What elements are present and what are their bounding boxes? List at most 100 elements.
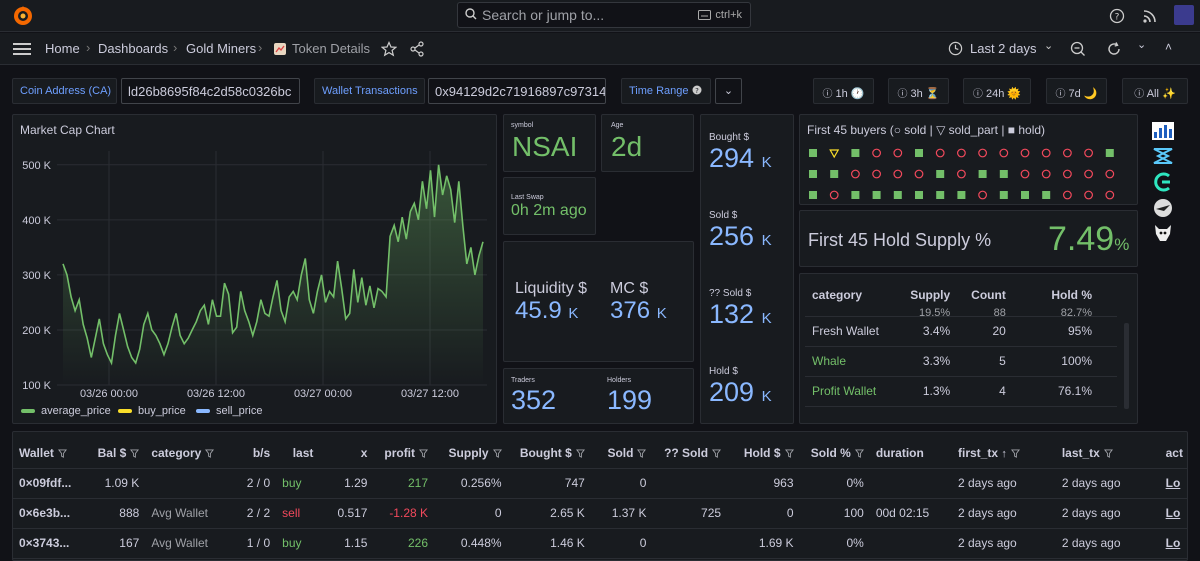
- wallet-table-row[interactable]: 0×6e3b... 888 Avg Wallet 2 / 2 sell 0.517 -1.2…: [13, 498, 1187, 529]
- wallet-table-header-15[interactable]: last_tx: [1055, 438, 1160, 469]
- filter-icon[interactable]: [492, 449, 502, 458]
- buyer-sold-marker[interactable]: [1063, 190, 1072, 200]
- buyer-sold-marker[interactable]: [999, 148, 1009, 158]
- buyer-hold-marker[interactable]: [872, 191, 881, 199]
- buyer-sold-marker[interactable]: [829, 190, 839, 200]
- coin-address-input[interactable]: ld26b8695f84c2d58c0326bc: [121, 78, 300, 104]
- share-icon[interactable]: [409, 41, 425, 57]
- collapse-chevron-up-icon[interactable]: ˄: [1165, 40, 1173, 54]
- help-icon[interactable]: ?: [1109, 8, 1125, 24]
- filter-icon[interactable]: [419, 449, 429, 458]
- time-picker-button[interactable]: Last 2 days ⌄: [942, 36, 1060, 62]
- buyer-hold-marker[interactable]: [978, 170, 987, 178]
- buyer-hold-marker[interactable]: [915, 149, 923, 157]
- buyer-sold-marker[interactable]: [1063, 169, 1072, 179]
- buyer-sold-marker[interactable]: [1041, 169, 1051, 179]
- buyer-sold-marker[interactable]: [914, 169, 924, 179]
- wallet-table-header-3[interactable]: b/s: [232, 438, 277, 469]
- buyer-sold-marker[interactable]: [978, 148, 988, 158]
- wallet-cell-wallet[interactable]: 0×09fdf...: [13, 468, 83, 499]
- buyer-sold-part-marker[interactable]: [829, 149, 840, 159]
- wallet-table-header-9[interactable]: Sold: [590, 438, 653, 469]
- filter-icon[interactable]: [784, 449, 794, 458]
- buyer-hold-marker[interactable]: [1105, 149, 1114, 157]
- wallet-table-header-2[interactable]: category: [145, 438, 233, 469]
- time-button-all[interactable]: ⓘ All ✨: [1122, 78, 1188, 104]
- buyer-hold-marker[interactable]: [809, 191, 817, 199]
- buyer-hold-marker[interactable]: [915, 191, 923, 199]
- gmgn-icon[interactable]: [1150, 171, 1176, 193]
- wallet-table-row[interactable]: 0×09fdf... 1.09 K 2 / 0 buy 1.29 217 0.256% 747…: [13, 468, 1187, 499]
- filter-icon[interactable]: [1103, 449, 1113, 458]
- rss-news-icon[interactable]: [1142, 8, 1158, 24]
- zoom-out-icon[interactable]: [1070, 41, 1086, 57]
- filter-icon[interactable]: [575, 449, 585, 458]
- buyer-sold-marker[interactable]: [956, 148, 966, 158]
- buyer-hold-marker[interactable]: [1021, 191, 1029, 199]
- buyer-sold-marker[interactable]: [956, 169, 966, 179]
- wallet-cell-wallet[interactable]: 0×3743...: [13, 528, 83, 559]
- wallet-table-header-16[interactable]: act: [1159, 438, 1187, 469]
- buyer-hold-marker[interactable]: [851, 191, 860, 199]
- filter-icon[interactable]: [712, 449, 722, 458]
- time-button-3h[interactable]: ⓘ 3h ⏳: [888, 78, 949, 104]
- grafana-logo-icon[interactable]: [12, 5, 34, 27]
- wallet-table-header-5[interactable]: x: [319, 438, 374, 469]
- buyer-hold-marker[interactable]: [936, 170, 945, 178]
- wallet-table-header-0[interactable]: Wallet: [13, 438, 83, 469]
- dexscreener-icon[interactable]: [1150, 145, 1176, 167]
- buyer-hold-marker[interactable]: [957, 191, 966, 199]
- count-header[interactable]: Count: [971, 288, 1006, 302]
- wallet-table-header-10[interactable]: ?? Sold: [652, 438, 728, 469]
- buyer-hold-marker[interactable]: [999, 191, 1008, 199]
- filter-icon[interactable]: [130, 449, 140, 458]
- wallet-table-header-13[interactable]: duration: [869, 438, 952, 469]
- buyer-sold-marker[interactable]: [1041, 148, 1051, 158]
- search-input[interactable]: Search or jump to... ctrl+k: [457, 2, 751, 28]
- refresh-icon[interactable]: [1106, 41, 1122, 57]
- buyer-sold-marker[interactable]: [1084, 190, 1094, 200]
- buyer-hold-marker[interactable]: [999, 170, 1008, 178]
- buyer-hold-marker[interactable]: [809, 170, 817, 178]
- wallet-transactions-input[interactable]: 0x94129d2c71916897c97314: [428, 78, 606, 104]
- buyer-sold-marker[interactable]: [851, 169, 860, 179]
- buyer-sold-marker[interactable]: [1020, 169, 1030, 179]
- time-button-1h[interactable]: ⓘ 1h 🕐: [813, 78, 874, 104]
- category-scrollbar[interactable]: [1124, 323, 1129, 409]
- hold-header[interactable]: Hold %: [1051, 288, 1092, 302]
- filter-icon[interactable]: [57, 449, 67, 458]
- breadcrumb-folder[interactable]: Gold Miners: [186, 41, 257, 56]
- menu-icon[interactable]: [13, 42, 31, 56]
- category-header[interactable]: category: [812, 288, 863, 302]
- buyer-sold-marker[interactable]: [1105, 169, 1115, 179]
- filter-icon[interactable]: [854, 449, 864, 458]
- wallet-table-header-7[interactable]: Supply: [434, 438, 508, 469]
- buyer-hold-marker[interactable]: [830, 170, 839, 178]
- buyer-sold-marker[interactable]: [1084, 148, 1094, 158]
- buyer-hold-marker[interactable]: [893, 191, 902, 199]
- wallet-cell-act[interactable]: Lo: [1159, 468, 1187, 499]
- filter-icon[interactable]: [637, 449, 647, 458]
- buyer-sold-marker[interactable]: [978, 190, 988, 200]
- time-range-dropdown[interactable]: ⌄: [715, 78, 742, 104]
- wallet-cell-act[interactable]: Lo: [1159, 498, 1187, 529]
- buyer-sold-marker[interactable]: [893, 169, 903, 179]
- buyer-sold-marker[interactable]: [935, 148, 945, 158]
- bullx-icon[interactable]: [1150, 222, 1176, 244]
- time-button-7d[interactable]: ⓘ 7d 🌙: [1046, 78, 1107, 104]
- wallet-cell-wallet[interactable]: 0×6e3b...: [13, 498, 83, 529]
- market-cap-chart[interactable]: 100 K 200 K 300 K 400 K 500 K 03/26 00:00 03/2…: [13, 115, 497, 424]
- buyer-sold-marker[interactable]: [1020, 148, 1030, 158]
- photon-icon[interactable]: [1150, 197, 1176, 219]
- buyer-hold-marker[interactable]: [809, 149, 817, 157]
- buyer-hold-marker[interactable]: [1042, 191, 1051, 199]
- wallet-table-row[interactable]: 0×3743... 167 Avg Wallet 1 / 0 buy 1.15 226 0.4…: [13, 528, 1187, 559]
- buyer-sold-marker[interactable]: [1105, 190, 1115, 200]
- filter-icon[interactable]: [205, 449, 215, 458]
- buyer-sold-marker[interactable]: [1084, 169, 1094, 179]
- wallet-table-header-6[interactable]: profit: [373, 438, 435, 469]
- buyer-hold-marker[interactable]: [936, 191, 945, 199]
- user-avatar[interactable]: [1174, 5, 1194, 25]
- star-icon[interactable]: [381, 41, 397, 57]
- dextools-chart-icon[interactable]: [1150, 120, 1176, 142]
